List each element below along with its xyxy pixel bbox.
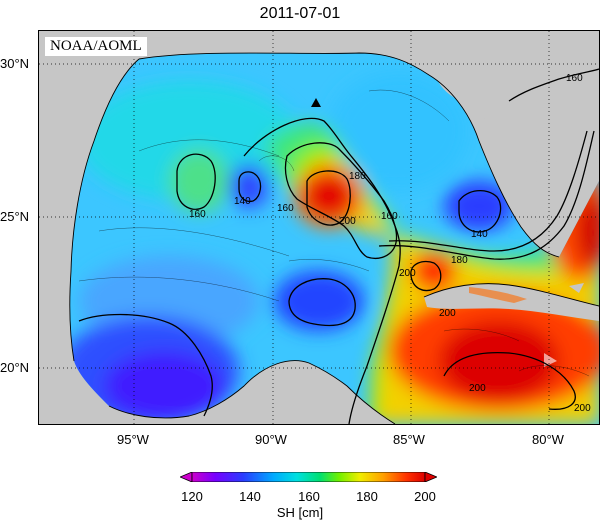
colorbar-extend-high xyxy=(424,471,439,483)
lon-tick-label: 90°W xyxy=(255,432,287,447)
contour-160-west-loop xyxy=(176,153,216,210)
longitude-gridlines xyxy=(133,31,550,424)
coastline xyxy=(69,52,599,424)
cuba-land xyxy=(424,283,599,321)
contour-200-cayman xyxy=(410,260,442,292)
contour-180-loop-current xyxy=(284,142,398,260)
contour-label: 200 xyxy=(469,383,486,394)
contour-180-gulf-stream xyxy=(388,130,588,252)
colorbar xyxy=(178,469,439,483)
contour-label: 180 xyxy=(451,255,468,266)
bahamas-island xyxy=(544,283,584,367)
thick-contours xyxy=(78,68,599,424)
contour-140-small-eddy xyxy=(238,171,262,203)
colorbar-tick-label: 180 xyxy=(356,489,378,504)
lat-tick-label: 20°N xyxy=(0,360,30,375)
contour-140-se-eddy xyxy=(458,190,502,233)
lon-tick-label: 85°W xyxy=(393,432,425,447)
station-marker-icon xyxy=(311,98,321,107)
contour-label: 200 xyxy=(574,403,591,414)
contour-label: 160 xyxy=(277,203,294,214)
contour-label: 200 xyxy=(339,216,356,227)
colorbar-tick-label: 140 xyxy=(239,489,261,504)
contour-200-caribbean xyxy=(443,351,576,410)
lat-tick-label: 30°N xyxy=(0,56,30,71)
florida-land xyxy=(434,64,542,212)
colorbar-extend-low xyxy=(178,471,193,483)
contour-label: 160 xyxy=(381,211,398,222)
colorbar-tick-label: 160 xyxy=(298,489,320,504)
colorbar-graphic xyxy=(178,471,439,483)
colorbar-title: SH [cm] xyxy=(276,505,324,520)
contour-160-east-edge xyxy=(508,68,599,102)
contour-160-gulf-stream xyxy=(378,130,595,260)
sea-height-map: 160 140 160 180 200 160 180 140 200 200 … xyxy=(39,31,599,424)
colorbar-tick-label: 120 xyxy=(181,489,203,504)
contour-label: 200 xyxy=(439,308,456,319)
lat-tick-label: 25°N xyxy=(0,209,30,224)
credit-label: NOAA/AOML xyxy=(45,37,147,56)
lon-tick-label: 95°W xyxy=(117,432,149,447)
contour-label: 160 xyxy=(566,73,583,84)
contour-label: 140 xyxy=(234,196,251,207)
map-panel: 160 140 160 180 200 160 180 140 200 200 … xyxy=(38,30,600,425)
colorbar-tick-label: 200 xyxy=(414,489,436,504)
contour-140-bay xyxy=(288,278,356,327)
contour-label: 180 xyxy=(349,171,366,182)
contour-label: 140 xyxy=(471,229,488,240)
thin-contours xyxy=(78,89,590,377)
lon-tick-label: 80°W xyxy=(532,432,564,447)
contour-label: 200 xyxy=(399,268,416,279)
map-title: 2011-07-01 xyxy=(259,5,341,22)
colorbar-bar xyxy=(191,471,426,483)
contour-label-group: 160 140 160 180 200 160 180 140 200 200 … xyxy=(189,73,591,414)
contour-label: 160 xyxy=(189,209,206,220)
latitude-gridlines xyxy=(39,63,599,369)
contour-140-west-lower xyxy=(78,313,213,417)
contour-200-core xyxy=(306,170,351,226)
